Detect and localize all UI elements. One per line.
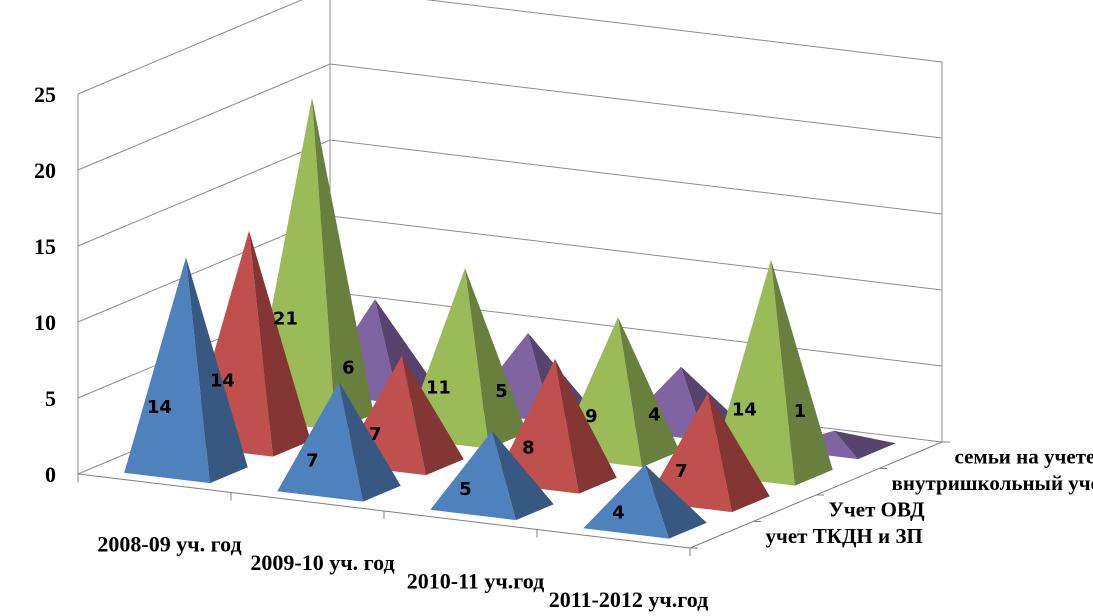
data-label: 14 [147, 397, 172, 418]
pyramid-side-face [618, 317, 680, 468]
data-label: 8 [522, 437, 535, 458]
pyramid-front-face [124, 257, 210, 484]
axes [77, 441, 950, 556]
pyramid [646, 392, 770, 513]
data-label: 14 [210, 370, 235, 391]
pyramid [709, 259, 833, 486]
series-label: Учет ОВД [829, 497, 926, 521]
pyramid-side-face [708, 392, 770, 513]
y-tick-label: 5 [45, 386, 56, 411]
pyramid [124, 257, 248, 484]
gridline [77, 0, 943, 95]
pyramid-front-face [277, 382, 363, 502]
series-label: семьи на учете [955, 444, 1093, 468]
data-label: 21 [273, 309, 298, 330]
data-label: 5 [495, 381, 508, 402]
series-label: внутришкольный учет [892, 471, 1093, 495]
pyramid-front-face [430, 431, 516, 521]
data-label: 4 [612, 502, 625, 523]
pyramid-side-face [186, 257, 248, 484]
gridline [77, 63, 943, 171]
data-label: 4 [648, 404, 661, 425]
data-label: 6 [342, 357, 355, 378]
pyramids [124, 97, 896, 539]
data-label: 1 [794, 401, 807, 422]
pyramid [277, 382, 401, 502]
pyramid-side-face [339, 382, 401, 502]
data-label: 14 [732, 399, 757, 420]
pyramid-side-face [312, 97, 374, 431]
data-label: 7 [306, 450, 319, 471]
pyramid-side-face [465, 268, 527, 449]
category-label: 2010-11 уч.год [407, 568, 544, 593]
pyramid [583, 464, 707, 539]
y-tick-label: 15 [34, 234, 56, 259]
y-tick-label: 0 [45, 462, 56, 487]
y-tick-label: 10 [34, 310, 56, 335]
pyramid-front-face [709, 259, 795, 486]
gridline [77, 139, 943, 247]
series-label: учет ТКДН и ЗП [766, 524, 923, 548]
pyramid-side-face [402, 355, 464, 476]
gridline [77, 215, 943, 323]
category-label: 2009-10 уч. год [250, 550, 394, 575]
data-label: 5 [459, 479, 472, 500]
pyramid-side-face [555, 358, 617, 494]
pyramid-side-face [375, 299, 437, 404]
category-label: 2008-09 уч. год [97, 531, 241, 556]
data-label: 7 [675, 461, 688, 482]
pyramid-front-face [583, 464, 669, 539]
data-label: 7 [369, 424, 382, 445]
pyramid [430, 431, 554, 521]
pyramid-front-face [646, 392, 732, 513]
labels: 0 5 10 15 20 25 6 5 4 1 21 11 9 14 14 7 8 7 14 7 5 4 2008-09 у… [34, 82, 1093, 612]
y-tick-label: 20 [34, 158, 56, 183]
pyramid-side-face [249, 230, 311, 457]
data-label: 9 [585, 406, 598, 427]
category-label: 2011-2012 уч.год [549, 587, 708, 612]
data-label: 11 [426, 377, 451, 398]
pyramid-side-face [645, 464, 707, 539]
pyramid-side-face [492, 431, 554, 521]
pyramid-side-face [834, 430, 896, 460]
pyramid-side-face [771, 259, 833, 486]
y-tick-label: 25 [34, 82, 56, 107]
